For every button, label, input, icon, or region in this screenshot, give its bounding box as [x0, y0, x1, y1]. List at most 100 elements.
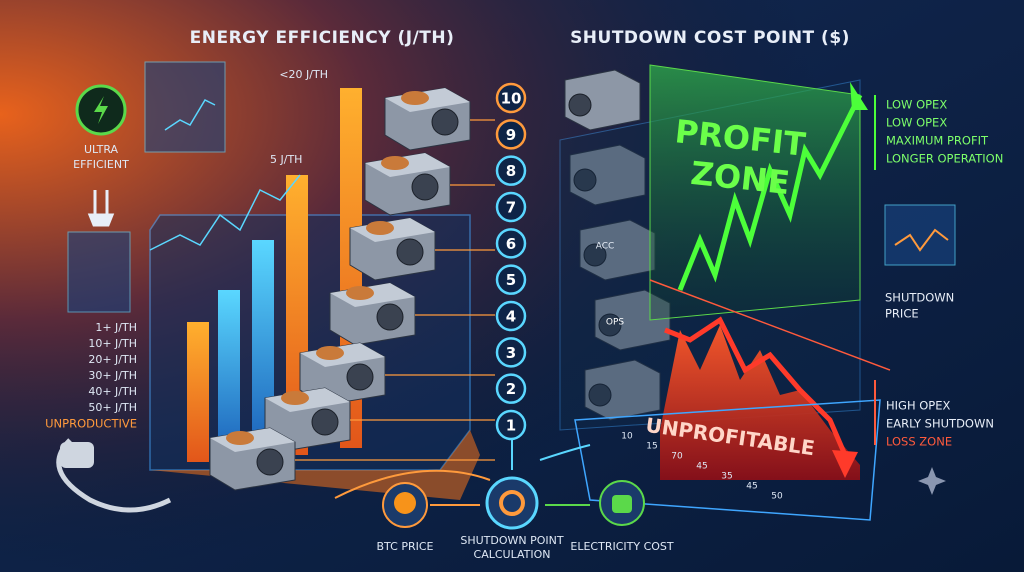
power-plug [60, 442, 94, 468]
mini-chart-panel [884, 204, 956, 266]
footer-label: SHUTDOWN POINT [460, 534, 564, 547]
miner-fan [376, 303, 404, 331]
step-number: 8 [506, 162, 516, 180]
top-label: 5 J/TH [270, 153, 302, 166]
mini-chart-panel [144, 61, 226, 153]
step-circle [495, 119, 527, 150]
step-circle [495, 264, 527, 295]
money-bag [612, 495, 632, 513]
profit-note: LOW OPEX [886, 98, 947, 112]
step-number: 3 [506, 344, 516, 362]
axis-label: 70 [671, 452, 683, 462]
miner-fan [573, 168, 597, 192]
step-number: 5 [506, 271, 516, 289]
miner-coil [226, 431, 254, 445]
miner-fan [346, 363, 374, 391]
step-circle [495, 82, 527, 114]
axis-label: 35 [721, 472, 732, 482]
right-floor [574, 399, 881, 521]
loss-note: EARLY SHUTDOWN [886, 417, 994, 431]
footer-label: ELECTRICITY COST [570, 540, 673, 553]
machine-label: OPS [606, 318, 625, 328]
footer-label: BTC PRICE [377, 540, 434, 553]
miner-fan [256, 448, 284, 476]
miner-coil [346, 286, 374, 300]
step-circle [495, 228, 527, 259]
power-cable [56, 438, 172, 513]
btc-coin [394, 492, 416, 514]
step-circle [495, 409, 527, 441]
step-number: 2 [506, 380, 516, 398]
efficiency-label: UNPRODUCTIVE [45, 417, 137, 431]
miner-coil [366, 221, 394, 235]
footer-label: CALCULATION [474, 548, 551, 561]
step-number: 9 [506, 126, 516, 144]
miner-fan [583, 243, 607, 267]
profit-zone-panel [649, 64, 861, 321]
sparkle-icon [918, 467, 946, 495]
step-number: 10 [501, 90, 522, 108]
miner-fan [568, 93, 592, 117]
miner-fan [588, 383, 612, 407]
connector [334, 469, 491, 499]
efficiency-label: 40+ J/TH [88, 385, 137, 398]
efficiency-label: 1+ J/TH [95, 321, 137, 334]
calculation-icon [485, 476, 539, 530]
axis-label: 45 [746, 482, 757, 492]
profit-note: LONGER OPERATION [886, 152, 1003, 166]
gear-icon [499, 490, 525, 516]
step-circle [495, 373, 527, 404]
efficiency-label: 20+ J/TH [88, 353, 137, 366]
badge-label: ULTRA [84, 143, 119, 156]
shutdown-line [649, 279, 891, 371]
loss-arrow [832, 450, 858, 478]
step-number: 7 [506, 199, 516, 217]
loss-area [660, 325, 860, 480]
step-number: 1 [506, 417, 516, 435]
badge-label: EFFICIENT [73, 158, 129, 171]
icon-panel [67, 231, 131, 313]
loss-line [664, 316, 848, 456]
miner-coil [316, 346, 344, 360]
shutdown-price-label: PRICE [885, 307, 919, 321]
miner-fan [311, 408, 339, 436]
step-number: 4 [506, 308, 516, 326]
efficiency-label: 10+ J/TH [88, 337, 137, 350]
axis-label: 50 [771, 492, 783, 502]
step-circle [495, 191, 527, 223]
loss-note: HIGH OPEX [886, 399, 951, 413]
machine-label: ACC [596, 242, 615, 252]
efficiency-label: 30+ J/TH [88, 369, 137, 382]
miner-fan [411, 173, 439, 201]
profit-note: MAXIMUM PROFIT [886, 134, 989, 148]
axis-label: 15 [646, 442, 657, 452]
miner-fan [396, 238, 424, 266]
miner-coil [381, 156, 409, 170]
miner-coil [281, 391, 309, 405]
step-circle [495, 155, 527, 186]
efficiency-label: 50+ J/TH [88, 401, 137, 414]
profit-arrow [850, 82, 868, 110]
bar [187, 322, 209, 462]
loss-note: LOSS ZONE [886, 435, 952, 449]
axis-label: 10 [621, 432, 633, 442]
profit-note: LOW OPEX [886, 116, 947, 130]
left-floor-edge [150, 430, 480, 500]
connector [539, 444, 591, 461]
bar [218, 290, 240, 460]
miner-fan [598, 313, 622, 337]
step-circle [495, 337, 527, 368]
left-title: ENERGY EFFICIENCY (J/TH) [190, 28, 455, 48]
miner-coil [401, 91, 429, 105]
profit-line [677, 93, 863, 291]
step-circle [495, 300, 527, 332]
trend-line [149, 174, 301, 251]
mini-chart-line [164, 99, 216, 131]
mini-chart-line [894, 228, 949, 252]
right-title: SHUTDOWN COST POINT ($) [570, 28, 850, 48]
miners [209, 69, 671, 491]
step-number: 6 [506, 235, 516, 253]
shutdown-price-label: SHUTDOWN [885, 291, 954, 305]
top-label: <20 J/TH [279, 68, 328, 81]
